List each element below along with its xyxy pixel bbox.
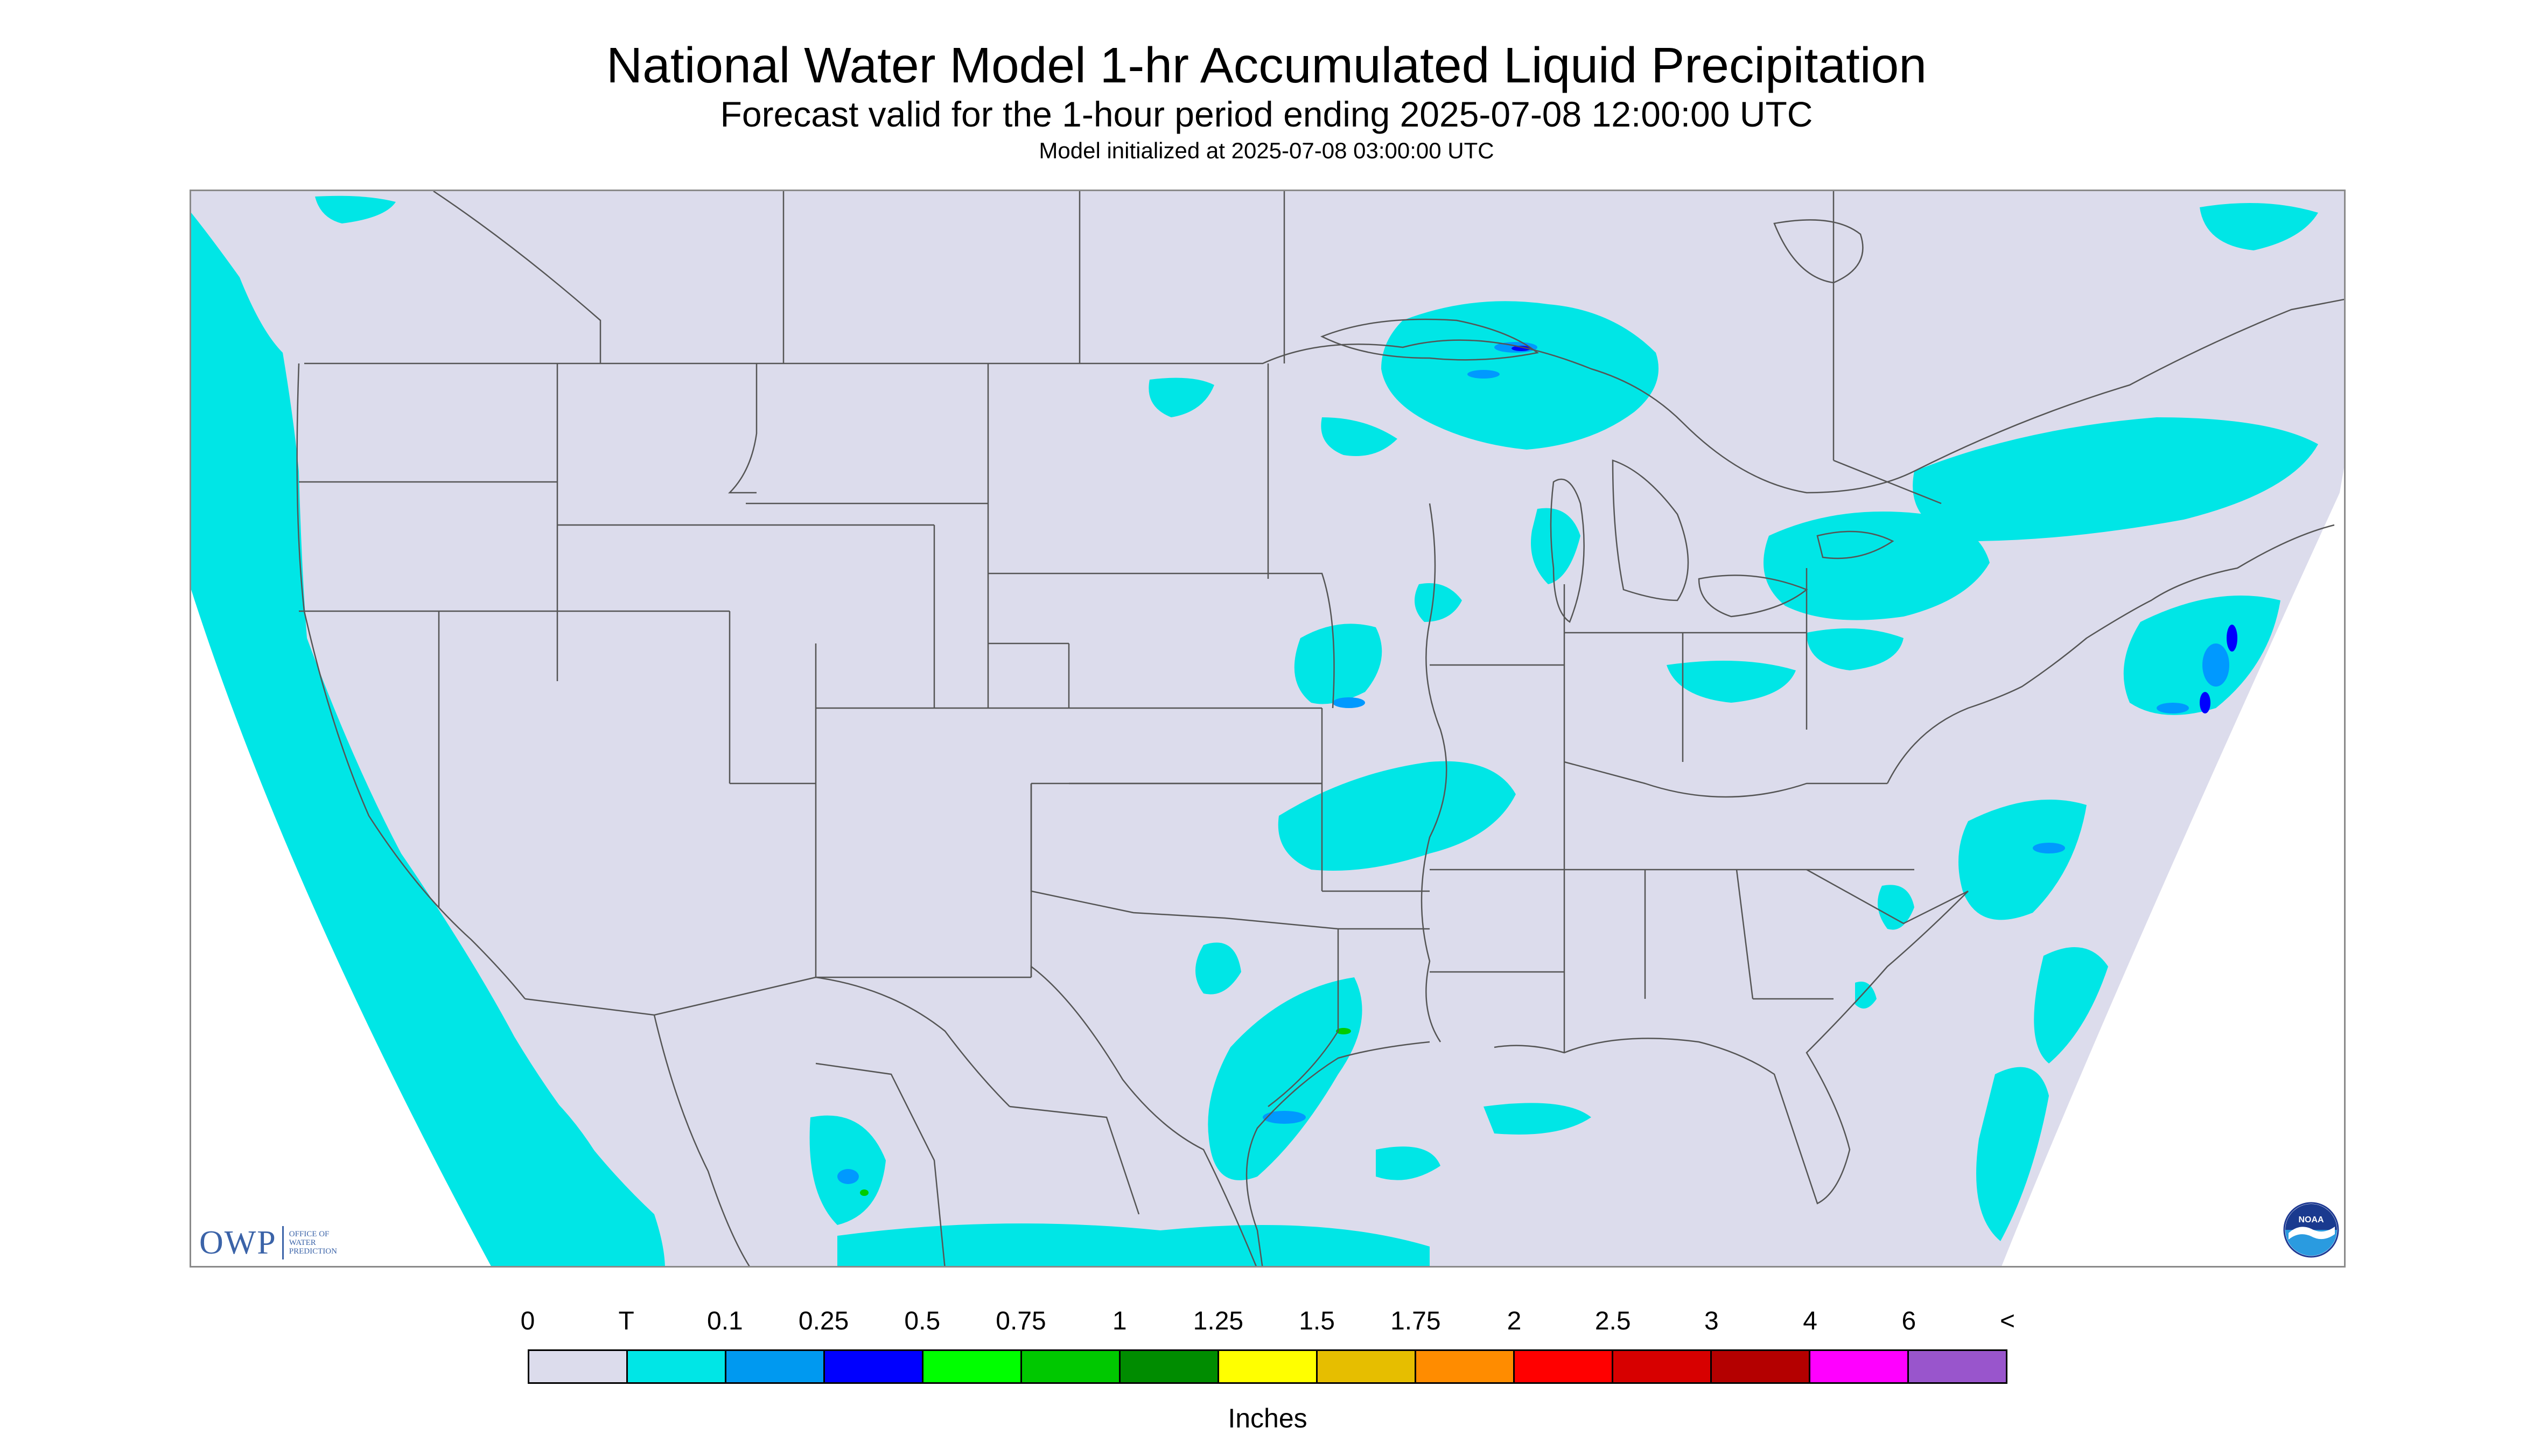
legend-swatch xyxy=(1318,1351,1416,1382)
legend-tick-label: 0.75 xyxy=(996,1307,1046,1335)
precip-area-gulf-offshore xyxy=(1376,1146,1440,1180)
map-title: National Water Model 1-hr Accumulated Li… xyxy=(606,37,1927,93)
legend-swatch xyxy=(1712,1351,1810,1382)
precip-cell xyxy=(1512,346,1531,351)
map-canvas xyxy=(191,191,2344,1266)
precip-area-wisconsin xyxy=(1321,417,1397,456)
precip-area-lower-michigan-ontario xyxy=(1764,512,1990,620)
precip-area-pacific-coast xyxy=(191,213,665,1266)
model-init-line: Model initialized at 2025-07-08 03:00:00… xyxy=(1039,138,1494,163)
legend-swatch xyxy=(1219,1351,1318,1382)
precip-area-baja xyxy=(525,1074,654,1266)
precip-area-ga-coast xyxy=(1855,982,1877,1009)
owp-logo: OWP OFFICE OF WATER PREDICTION xyxy=(199,1221,337,1264)
precip-cell xyxy=(2033,843,2065,853)
owp-logo-text: OWP xyxy=(199,1224,277,1261)
precipitation-overlay xyxy=(191,195,2318,1266)
precip-area-iowa xyxy=(1294,624,1382,704)
precip-cell xyxy=(1263,1111,1306,1124)
owp-logo-sub-line: WATER xyxy=(289,1238,316,1247)
precip-area-west-texas xyxy=(1195,942,1241,995)
precip-cell xyxy=(2202,643,2229,687)
owp-logo-subtitle: OFFICE OF WATER PREDICTION xyxy=(289,1230,337,1256)
legend-swatch xyxy=(628,1351,726,1382)
precip-area-lake-superior xyxy=(1381,301,1659,450)
legend-swatch xyxy=(1613,1351,1712,1382)
precip-area-nc-coast xyxy=(1878,885,1914,930)
legend-tick-label: 2.5 xyxy=(1594,1307,1631,1335)
precip-area-quebec xyxy=(1913,417,2318,541)
legend-tick-label: T xyxy=(618,1307,634,1335)
legend-swatch xyxy=(529,1351,628,1382)
precip-cell xyxy=(860,1189,869,1196)
color-legend: 0 T 0.1 0.25 0.5 0.75 1 1.25 1.5 1.75 2 2.5 3 4 6 < Inc… xyxy=(521,1306,2015,1433)
legend-tick-label: 0 xyxy=(520,1307,535,1335)
legend-tick-label: < xyxy=(1999,1307,2016,1335)
precip-area-atlantic-south xyxy=(2034,947,2108,1063)
legend-tick-label: 1.5 xyxy=(1299,1307,1335,1335)
noaa-logo-text: NOAA xyxy=(2298,1215,2324,1224)
legend-unit-label: Inches xyxy=(1228,1403,1307,1433)
legend-swatch xyxy=(1121,1351,1219,1382)
legend-swatch xyxy=(1909,1351,2006,1382)
legend-tick-label: 1 xyxy=(1112,1307,1127,1335)
legend-tick-label: 0.5 xyxy=(904,1307,941,1335)
legend-tick-label: 4 xyxy=(1803,1307,1817,1335)
precip-cell xyxy=(1467,370,1500,379)
noaa-logo: NOAA xyxy=(2283,1202,2339,1258)
precip-area-atlantic-carolinas xyxy=(1958,800,2087,920)
legend-tick-label: 3 xyxy=(1704,1307,1719,1335)
precipitation-heavy-cells xyxy=(860,346,2237,1196)
legend-color-bar xyxy=(528,1349,2007,1384)
legend-tick-label: 1.75 xyxy=(1390,1307,1441,1335)
precip-area-mexico-south xyxy=(837,1223,1430,1266)
precipitation-moderate-cells xyxy=(837,342,2229,1184)
precip-cell xyxy=(2157,703,2189,713)
precipitation-map xyxy=(190,190,2346,1268)
precip-area-ohio-valley xyxy=(1667,661,1796,703)
legend-swatch xyxy=(1416,1351,1515,1382)
owp-logo-divider xyxy=(282,1226,284,1259)
precip-area-illinois xyxy=(1415,583,1462,622)
legend-tick-label: 0.1 xyxy=(707,1307,743,1335)
precip-cell xyxy=(1336,1028,1351,1034)
owp-logo-sub-line: OFFICE OF xyxy=(289,1230,330,1238)
precip-area-atlantic-far-south xyxy=(1976,1067,2049,1241)
precip-cell xyxy=(2227,625,2237,652)
precip-area-new-england xyxy=(2123,596,2280,715)
precip-area-gulf-central xyxy=(1484,1103,1591,1135)
precip-area-ne-canada xyxy=(2200,203,2318,250)
map-subtitle: Forecast valid for the 1-hour period end… xyxy=(720,94,1813,134)
legend-tick-label: 2 xyxy=(1507,1307,1522,1335)
precip-area-lake-michigan xyxy=(1531,508,1580,584)
legend-swatch xyxy=(1810,1351,1909,1382)
legend-swatch xyxy=(1515,1351,1613,1382)
precip-cell xyxy=(837,1169,859,1184)
precip-cell xyxy=(1333,697,1365,708)
legend-swatch xyxy=(825,1351,923,1382)
precip-area-mn-scattered xyxy=(1149,377,1214,417)
legend-tick-label: 0.25 xyxy=(798,1307,849,1335)
precip-area-texas-gulf xyxy=(1208,977,1362,1180)
precip-area-nw-corner xyxy=(315,195,396,223)
precip-area-missouri xyxy=(1278,761,1516,871)
legend-swatch xyxy=(923,1351,1022,1382)
legend-tick-label: 6 xyxy=(1901,1307,1916,1335)
legend-swatch xyxy=(726,1351,825,1382)
legend-tick-label: 1.25 xyxy=(1193,1307,1244,1335)
owp-logo-sub-line: PREDICTION xyxy=(289,1247,337,1256)
political-boundaries xyxy=(296,191,2344,1266)
legend-swatch xyxy=(1022,1351,1121,1382)
precip-cell xyxy=(2200,692,2210,713)
precip-area-pennsylvania xyxy=(1807,628,1904,670)
